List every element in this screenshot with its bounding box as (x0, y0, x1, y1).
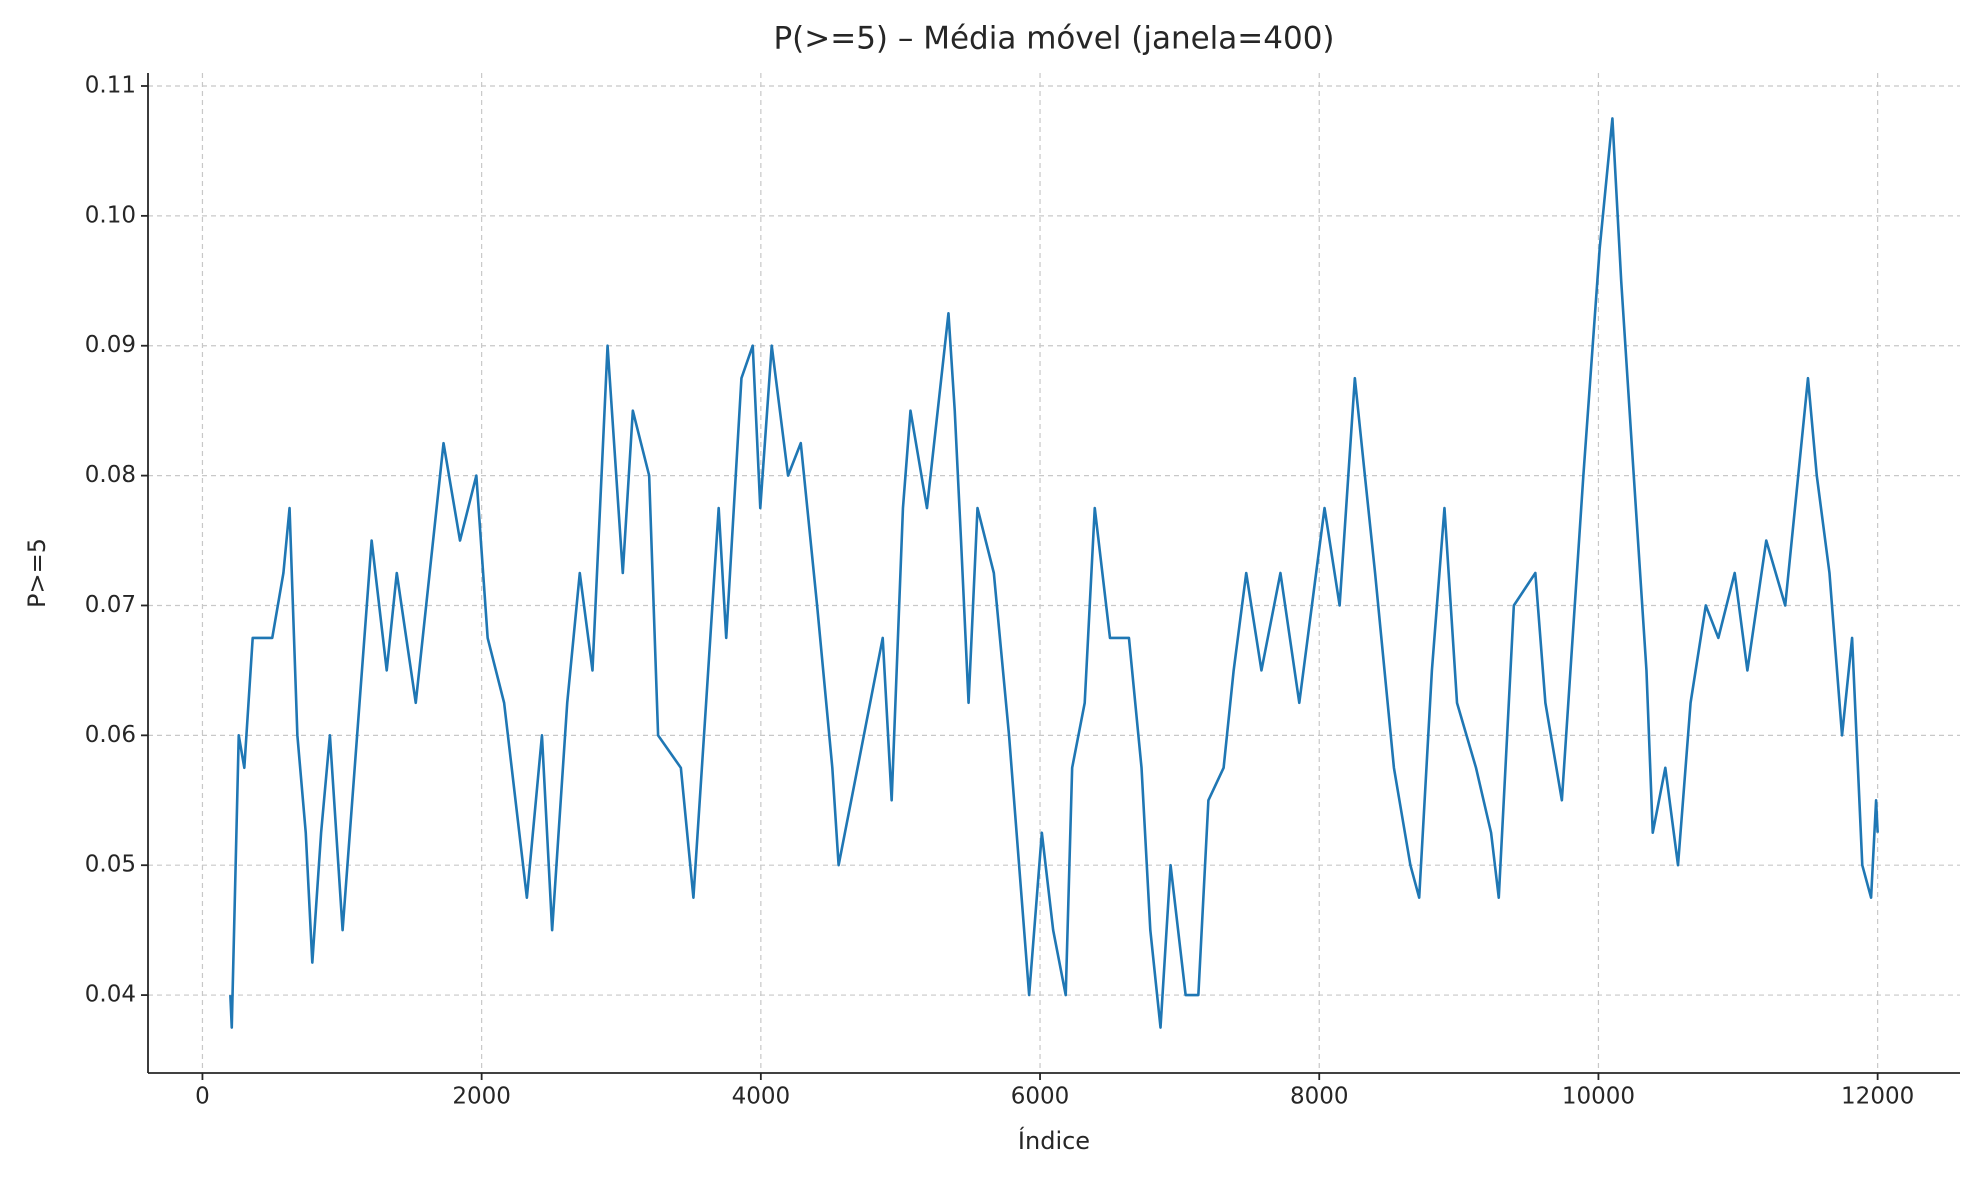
x-tick-label: 10000 (1562, 1084, 1635, 1110)
x-tick-label: 8000 (1290, 1084, 1349, 1110)
y-tick-label: 0.10 (85, 202, 136, 228)
y-tick-label: 0.06 (85, 722, 136, 748)
x-tick-label: 6000 (1011, 1084, 1070, 1110)
y-tick-label: 0.07 (85, 592, 136, 618)
x-tick-label: 0 (195, 1084, 210, 1110)
y-tick-label: 0.09 (85, 332, 136, 358)
x-tick-label: 2000 (452, 1084, 511, 1110)
data-line (229, 117, 1879, 1029)
chart-title: P(>=5) – Média móvel (janela=400) (773, 21, 1334, 57)
y-tick-label: 0.04 (85, 982, 136, 1008)
x-axis-label: Índice (1018, 1126, 1090, 1155)
x-tick-label: 12000 (1841, 1084, 1914, 1110)
y-tick-label: 0.08 (85, 462, 136, 488)
y-tick-label: 0.11 (85, 72, 136, 98)
y-tick-label: 0.05 (85, 852, 136, 878)
y-axis-label: P>=5 (23, 538, 51, 608)
x-tick-label: 4000 (732, 1084, 791, 1110)
